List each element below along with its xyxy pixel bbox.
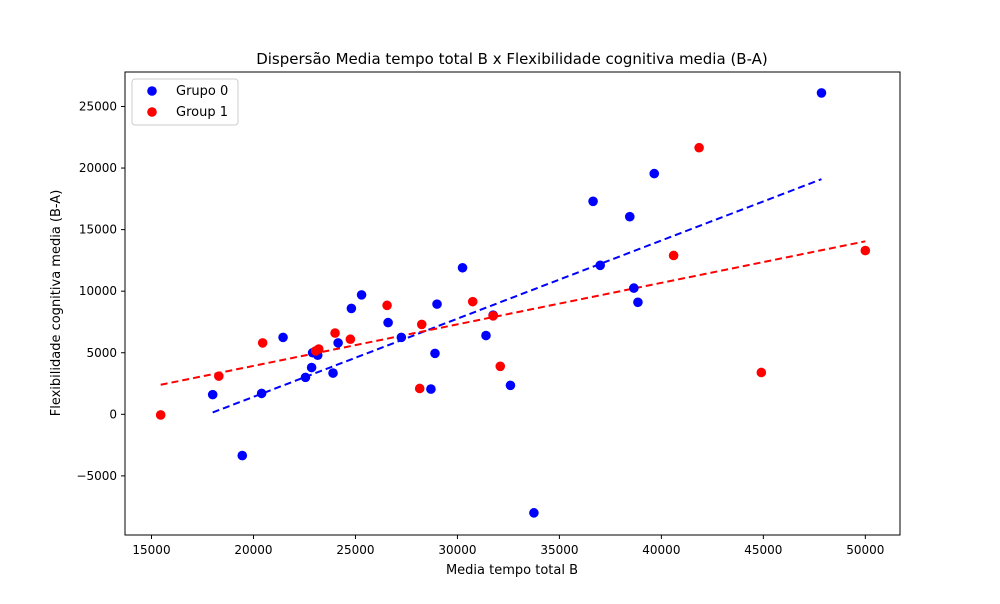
data-point-series-0: [396, 332, 407, 343]
data-point-series-1: [257, 338, 268, 348]
plot-frame: [124, 71, 901, 536]
y-tick-label: 25000: [79, 99, 117, 113]
data-point-series-0: [300, 372, 311, 383]
data-point-series-1: [495, 361, 506, 372]
y-tick-label: 10000: [79, 284, 117, 298]
data-point-series-0: [505, 380, 516, 391]
legend-label: Grupo 0: [176, 84, 228, 99]
chart-title: Dispersão Media tempo total B x Flexibil…: [256, 50, 768, 68]
legend-marker: [147, 107, 157, 117]
y-axis-ticks: −5000 0 5000 10000 15000 20000 25000: [76, 99, 125, 483]
data-point-series-1: [860, 245, 871, 256]
data-point-series-0: [595, 260, 605, 271]
data-point-series-1: [416, 319, 427, 330]
data-point-series-0: [207, 389, 218, 400]
data-point-series-1: [668, 250, 679, 261]
data-point-series-0: [633, 297, 643, 308]
x-axis-ticks: 15000 20000 25000 30000 35000 40000 45000 50000: [132, 535, 884, 557]
data-point-series-1: [330, 328, 340, 338]
legend-label: Group 1: [176, 105, 228, 120]
trend-lines: [160, 178, 866, 414]
data-point-series-0: [432, 299, 442, 309]
y-axis-label: Flexibilidade cognitiva media (B-A): [49, 190, 64, 417]
data-point-series-1: [382, 300, 392, 311]
data-point-series-0: [426, 384, 436, 394]
x-tick-label: 35000: [540, 543, 578, 557]
y-tick-label: 15000: [79, 223, 117, 237]
data-point-series-0: [333, 338, 343, 348]
data-point-series-1: [467, 296, 478, 307]
y-tick-label: 0: [109, 407, 117, 421]
legend: Grupo 0 Group 1: [131, 78, 239, 126]
trend-line-series-1: [160, 240, 866, 386]
data-point-series-1: [214, 371, 224, 381]
x-tick-label: 25000: [336, 543, 374, 557]
data-point-series-1: [313, 344, 324, 354]
data-point-series-0: [256, 388, 267, 399]
data-point-series-0: [356, 290, 367, 300]
data-point-series-0: [278, 332, 288, 343]
x-axis-label: Media tempo total B: [446, 563, 578, 578]
x-tick-label: 15000: [132, 543, 170, 557]
data-point-series-0: [588, 196, 598, 207]
data-point-series-1: [488, 311, 498, 321]
data-point-series-0: [237, 450, 248, 461]
data-point-series-0: [481, 330, 491, 341]
x-tick-label: 30000: [438, 543, 476, 557]
data-point-series-0: [430, 348, 440, 359]
x-tick-label: 40000: [642, 543, 680, 557]
data-point-series-0: [529, 508, 539, 518]
trend-line-series-0: [212, 178, 822, 414]
legend-box: [131, 78, 239, 126]
data-point-series-0: [624, 211, 635, 222]
data-point-series-1: [694, 142, 704, 153]
data-point-series-0: [328, 368, 338, 378]
data-point-series-1: [345, 334, 356, 345]
x-tick-label: 20000: [234, 543, 272, 557]
data-point-series-0: [306, 362, 317, 373]
data-point-series-1: [155, 410, 166, 420]
data-point-series-0: [816, 88, 827, 98]
x-tick-label: 50000: [846, 543, 884, 557]
data-point-series-0: [346, 303, 357, 314]
data-point-series-1: [756, 367, 767, 378]
data-points: [155, 88, 871, 518]
x-tick-label: 45000: [744, 543, 782, 557]
data-point-series-0: [383, 317, 393, 328]
data-point-series-0: [629, 283, 639, 293]
y-tick-label: 20000: [79, 161, 117, 175]
y-tick-label: 5000: [86, 346, 117, 360]
data-point-series-1: [414, 383, 425, 394]
data-point-series-0: [457, 262, 468, 273]
legend-marker: [147, 86, 157, 96]
data-point-series-0: [649, 168, 660, 179]
y-tick-label: −5000: [76, 469, 117, 483]
